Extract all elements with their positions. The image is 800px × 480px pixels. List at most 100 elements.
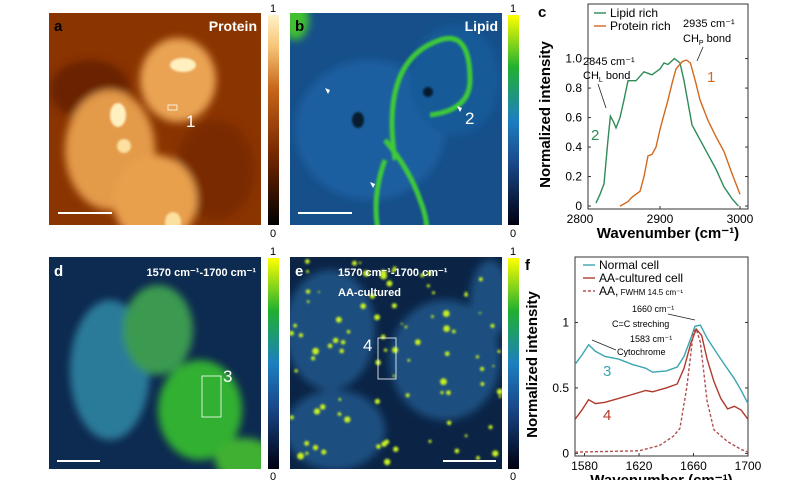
lipid-droplet bbox=[313, 408, 321, 415]
lipid-droplet bbox=[391, 268, 396, 273]
region-box-4 bbox=[377, 337, 397, 380]
arrowhead-icon bbox=[457, 106, 462, 112]
colorbar-e-min: 0 bbox=[510, 471, 516, 480]
panel-d-title: 1570 cm⁻¹-1700 cm⁻¹ bbox=[147, 267, 257, 279]
legend-entry: AA-cultured cell bbox=[599, 271, 683, 285]
legend-entry: AA, FWHM 14.5 cm⁻¹ bbox=[599, 284, 683, 298]
legend-entry: Normal cell bbox=[599, 258, 659, 272]
x-tick-label: 1620 bbox=[626, 459, 653, 473]
lipid-droplet bbox=[492, 364, 495, 368]
lipid-droplet bbox=[391, 303, 397, 309]
lipid-droplet bbox=[319, 404, 326, 410]
lipid-droplet bbox=[360, 303, 366, 309]
colorbar-b-min: 0 bbox=[510, 228, 516, 240]
lipid-droplet bbox=[454, 448, 460, 454]
lipid-droplet bbox=[426, 284, 430, 288]
lipid-droplet bbox=[476, 456, 480, 460]
panel-letter-f: f bbox=[525, 257, 531, 274]
lipid-droplet bbox=[376, 444, 381, 449]
lipid-droplet bbox=[380, 334, 386, 340]
marker-1: 1 bbox=[186, 112, 195, 131]
lipid-droplet bbox=[351, 260, 357, 266]
lipid-droplet bbox=[369, 293, 376, 299]
lipid-droplet bbox=[339, 348, 344, 354]
y-tick-label: 0.6 bbox=[565, 111, 582, 125]
plot-frame bbox=[587, 3, 749, 210]
chart-c: c 2800 2900 3000 0 0.2 0.4 0.6 0.8 1.0 Wavenumber … bbox=[537, 3, 754, 242]
lipid-droplet bbox=[392, 374, 396, 378]
lipid-droplet bbox=[298, 333, 304, 338]
region-box-1 bbox=[167, 104, 178, 111]
annotation-leader bbox=[667, 313, 696, 321]
lipid-droplet bbox=[358, 261, 362, 264]
lipid-droplet bbox=[346, 329, 351, 334]
lipid-droplet bbox=[440, 378, 447, 386]
lipid-droplet bbox=[431, 315, 434, 318]
colorbar-d-max: 1 bbox=[270, 246, 276, 258]
panel-letter-a: a bbox=[54, 18, 63, 35]
series-line-protein-rich bbox=[619, 59, 741, 207]
lipid-droplet bbox=[492, 450, 499, 457]
y-tick-label: 1 bbox=[562, 315, 569, 329]
lipid-droplet bbox=[444, 351, 450, 357]
lipid-droplet bbox=[337, 412, 342, 416]
annotation-2935: 2935 cm⁻¹ bbox=[683, 18, 735, 30]
lipid-droplet bbox=[305, 289, 311, 294]
lipid-droplet bbox=[306, 300, 310, 303]
panel-letter-d: d bbox=[54, 263, 63, 280]
lipid-droplet bbox=[427, 270, 432, 276]
lipid-droplet bbox=[290, 415, 294, 420]
lipid-droplet bbox=[414, 339, 421, 346]
lipid-droplet bbox=[304, 440, 310, 446]
curve-label-1: 1 bbox=[707, 69, 715, 86]
series-line-normal-cell bbox=[574, 324, 749, 404]
lipid-droplet bbox=[362, 270, 370, 277]
marker-4: 4 bbox=[363, 336, 372, 355]
y-axis-label: Normalized intensity bbox=[537, 40, 554, 187]
series-line-aa bbox=[574, 327, 749, 453]
colorbar-e-max: 1 bbox=[510, 246, 516, 258]
x-tick-label: 3000 bbox=[727, 212, 754, 226]
panel-b-lipid-image bbox=[290, 13, 502, 225]
annotation-leader bbox=[591, 339, 617, 351]
lipid-droplet bbox=[294, 369, 298, 373]
series-line-lipid-rich bbox=[595, 57, 739, 207]
curve-label-3: 3 bbox=[603, 363, 611, 380]
lipid-droplet bbox=[443, 325, 450, 332]
chart-f: f 1580 1620 1660 1700 0 0.5 1 Wavenumber (cm⁻¹) N… bbox=[524, 256, 762, 480]
annotation-ch-p-bond: CHP bond bbox=[683, 33, 731, 47]
lipid-droplet bbox=[488, 425, 493, 430]
colorbar-a-max: 1 bbox=[270, 3, 276, 15]
curve-label-4: 4 bbox=[603, 407, 611, 424]
x-axis-label: Wavenumber (cm⁻¹) bbox=[590, 472, 732, 480]
marker-3: 3 bbox=[223, 367, 232, 386]
lipid-droplet bbox=[304, 259, 310, 264]
arrowhead-icon bbox=[325, 88, 330, 94]
lipid-droplet bbox=[374, 398, 381, 404]
y-tick-label: 0.2 bbox=[565, 170, 582, 184]
lipid-droplet bbox=[496, 388, 502, 395]
legend-entry: Protein rich bbox=[610, 19, 671, 33]
lipid-droplet bbox=[400, 322, 403, 325]
legend-entry-suffix: FWHM 14.5 cm⁻¹ bbox=[618, 288, 683, 297]
lipid-droplet bbox=[498, 395, 502, 399]
panel-letter-b: b bbox=[295, 18, 304, 35]
lipid-droplet bbox=[446, 390, 451, 396]
panel-b-title: Lipid bbox=[465, 18, 498, 34]
panel-a-protein-image bbox=[49, 13, 261, 225]
lipid-droplet bbox=[338, 398, 342, 401]
y-tick-label: 0.5 bbox=[552, 381, 569, 395]
lipid-droplet bbox=[374, 314, 381, 321]
lipid-droplet bbox=[340, 339, 346, 345]
lipid-droplet bbox=[480, 382, 485, 387]
series-line-aa-cultured-cell bbox=[574, 327, 749, 420]
region-box-3 bbox=[201, 375, 222, 418]
lipid-droplet bbox=[405, 393, 410, 398]
lipid-droplet bbox=[497, 349, 501, 354]
lipid-droplet bbox=[305, 451, 309, 455]
lipid-droplet bbox=[490, 323, 495, 328]
panel-d-image bbox=[49, 257, 261, 469]
annotation-cc-stretching: C=C streching bbox=[612, 319, 669, 329]
lipid-droplet bbox=[336, 338, 339, 341]
y-axis-label: Normalized intensity bbox=[524, 290, 541, 437]
